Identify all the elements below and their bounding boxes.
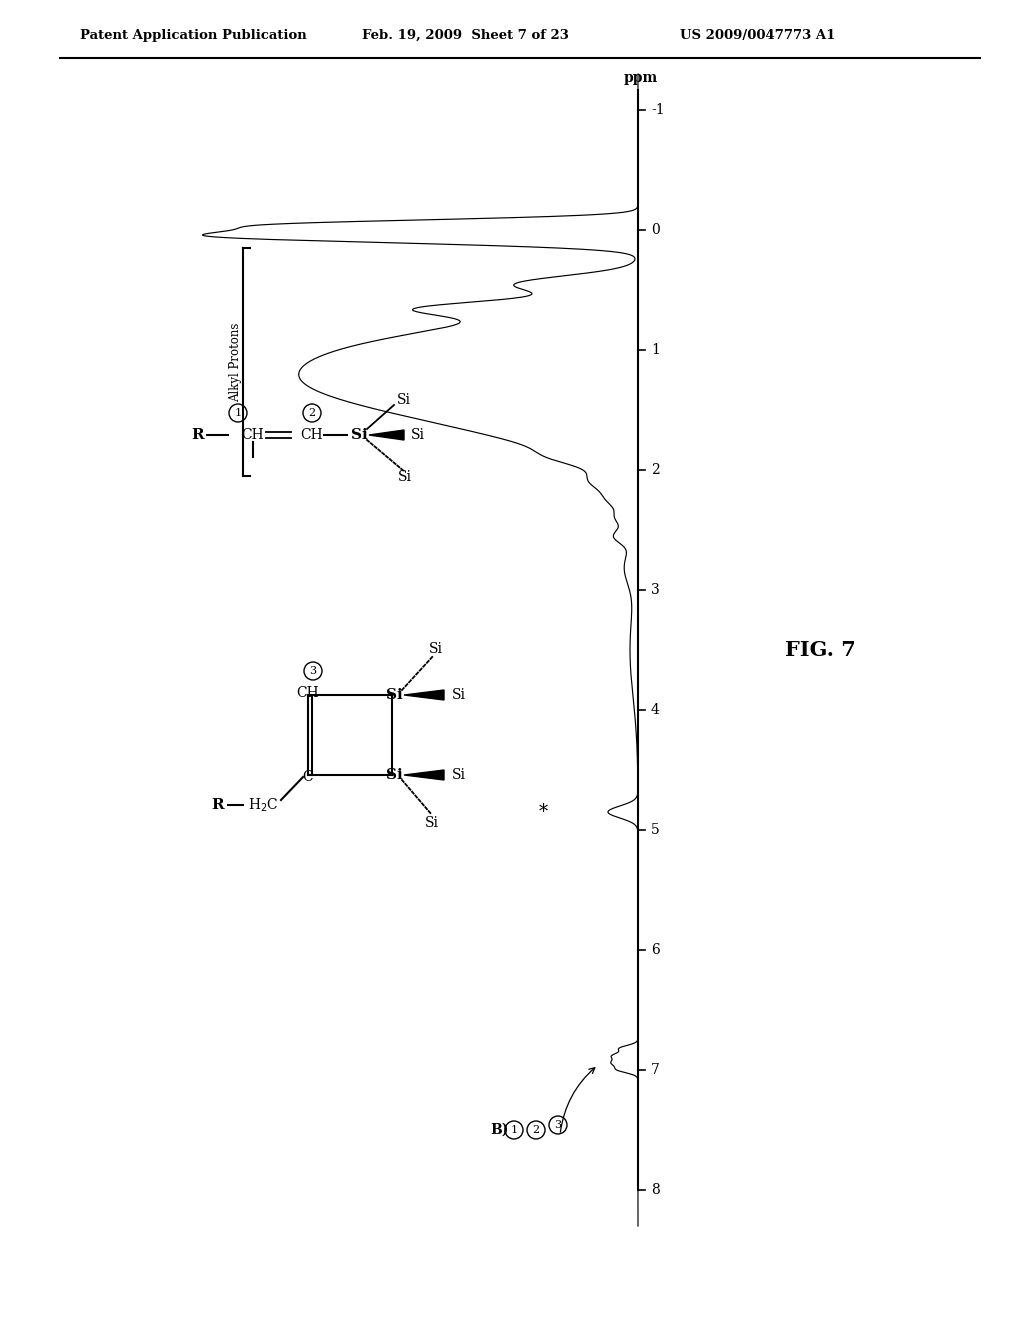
Text: Si: Si (452, 688, 466, 702)
Text: FIG. 7: FIG. 7 (784, 640, 855, 660)
Text: 1: 1 (234, 408, 242, 418)
Text: C: C (303, 770, 313, 784)
Text: *: * (539, 803, 548, 821)
Text: Alkyl Protons: Alkyl Protons (229, 322, 243, 401)
Text: Si: Si (398, 470, 412, 484)
Text: Si: Si (429, 642, 443, 656)
Text: Si: Si (350, 428, 368, 442)
Text: H$_2$C: H$_2$C (248, 796, 279, 813)
Polygon shape (369, 430, 404, 440)
Text: 2: 2 (532, 1125, 540, 1135)
Text: 8: 8 (651, 1183, 659, 1197)
Text: 2: 2 (308, 408, 315, 418)
Text: Si: Si (386, 688, 402, 702)
Text: Si: Si (386, 768, 402, 781)
Text: Patent Application Publication: Patent Application Publication (80, 29, 307, 41)
Polygon shape (404, 690, 444, 700)
Text: Si: Si (411, 428, 425, 442)
Text: 3: 3 (554, 1119, 561, 1130)
Text: 4: 4 (651, 704, 659, 717)
Text: CH: CH (297, 686, 319, 700)
Text: 0: 0 (651, 223, 659, 238)
Text: Si: Si (425, 816, 439, 830)
Text: -1: -1 (651, 103, 665, 117)
Text: 3: 3 (309, 667, 316, 676)
Text: CH: CH (242, 428, 264, 442)
Text: 5: 5 (651, 822, 659, 837)
Text: CH: CH (301, 428, 324, 442)
Text: R: R (212, 799, 224, 812)
Text: Feb. 19, 2009  Sheet 7 of 23: Feb. 19, 2009 Sheet 7 of 23 (362, 29, 569, 41)
Text: Si: Si (397, 393, 411, 407)
Text: Si: Si (452, 768, 466, 781)
Text: 1: 1 (510, 1125, 517, 1135)
Text: 6: 6 (651, 942, 659, 957)
Text: 1: 1 (651, 343, 659, 356)
Text: R: R (191, 428, 205, 442)
Text: 2: 2 (651, 463, 659, 477)
Text: 3: 3 (651, 583, 659, 597)
Text: B): B) (490, 1123, 508, 1137)
Text: US 2009/0047773 A1: US 2009/0047773 A1 (680, 29, 836, 41)
Text: 7: 7 (651, 1063, 659, 1077)
Text: ppm: ppm (624, 71, 658, 84)
Polygon shape (404, 770, 444, 780)
